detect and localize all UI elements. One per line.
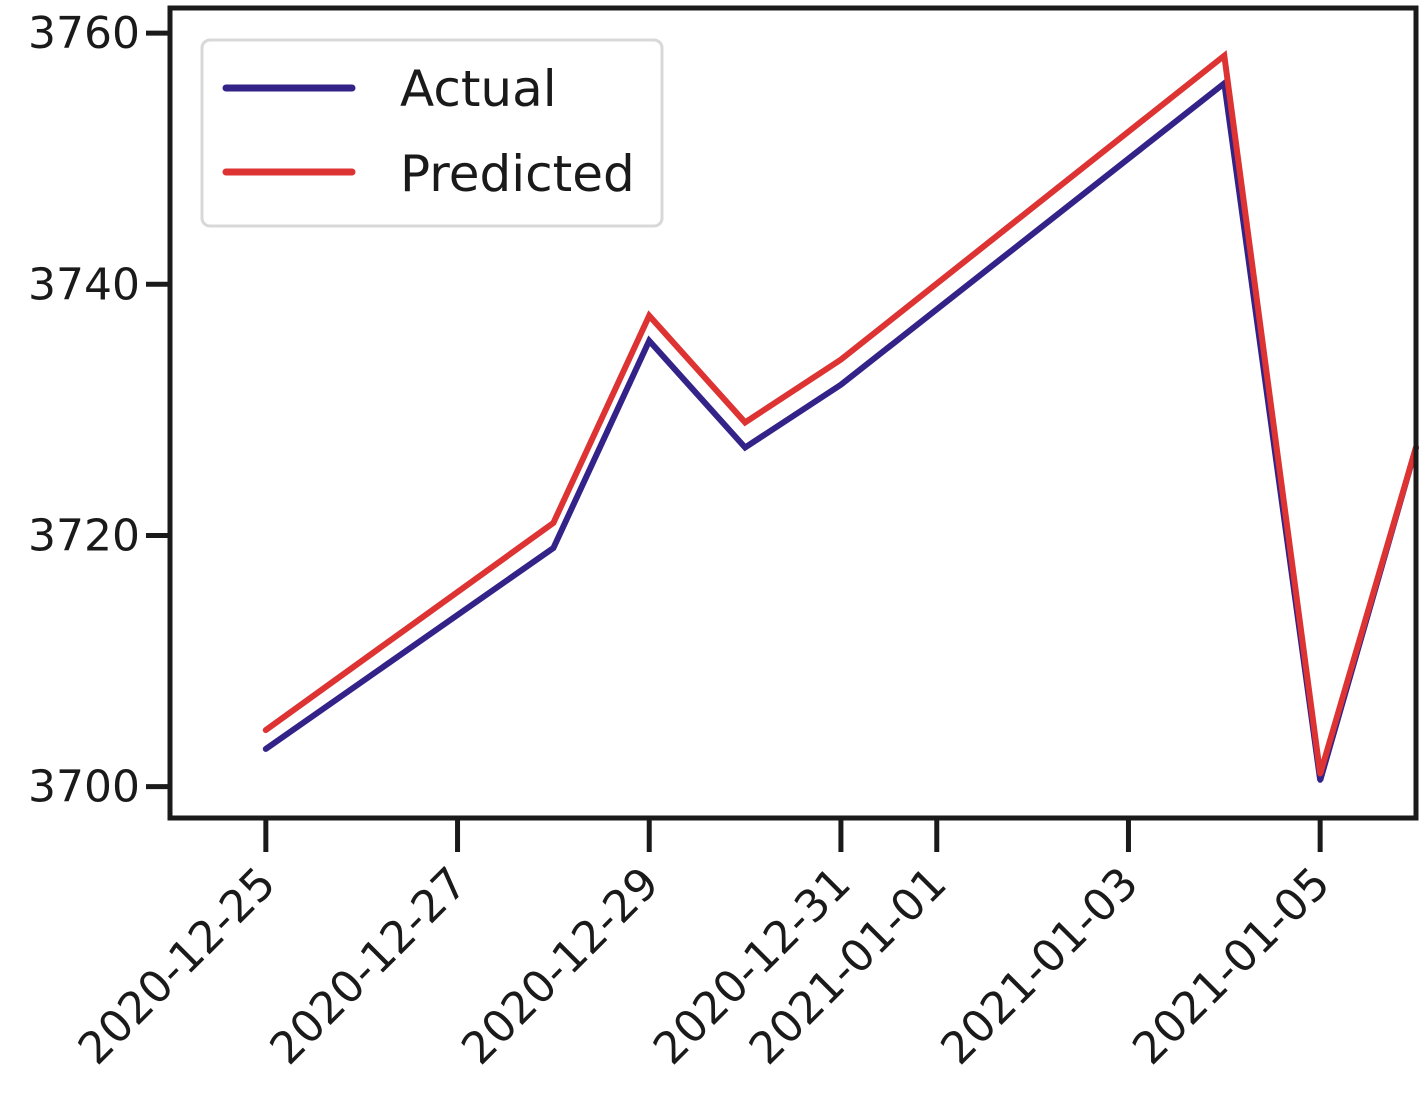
- legend-label-actual: Actual: [400, 60, 557, 118]
- y-tick-label: 3720: [28, 510, 140, 561]
- x-tick-label: 2020-12-25: [69, 858, 286, 1075]
- data-point-predicted: [646, 313, 652, 319]
- series-lines: [262, 50, 1419, 783]
- data-point-predicted: [1221, 53, 1227, 59]
- x-tick-label: 2020-12-27: [260, 858, 477, 1075]
- data-point-predicted: [742, 419, 748, 425]
- series-line-predicted: [262, 50, 1419, 775]
- plot-area-border: [167, 5, 1419, 821]
- x-tick-label: 2021-01-03: [931, 858, 1148, 1075]
- y-tick-label: 3760: [28, 8, 140, 59]
- plot-frame: [167, 5, 1419, 821]
- x-tick-label: 2021-01-05: [1123, 858, 1340, 1075]
- x-tick-label: 2020-12-29: [452, 858, 669, 1075]
- data-point-actual: [742, 445, 748, 451]
- data-point-predicted: [838, 357, 844, 363]
- legend-label-predicted: Predicted: [400, 145, 635, 203]
- y-tick-label: 3740: [28, 259, 140, 310]
- data-point-predicted: [550, 520, 556, 526]
- data-point-actual: [646, 338, 652, 344]
- data-point-actual: [550, 545, 556, 551]
- y-tick-label: 3700: [28, 762, 140, 813]
- data-point-predicted: [263, 727, 269, 733]
- data-point-actual: [263, 746, 269, 752]
- data-point-actual: [838, 382, 844, 388]
- data-point-actual: [1317, 777, 1323, 783]
- legend: Actual Predicted: [200, 38, 664, 228]
- data-point-predicted: [1317, 771, 1323, 777]
